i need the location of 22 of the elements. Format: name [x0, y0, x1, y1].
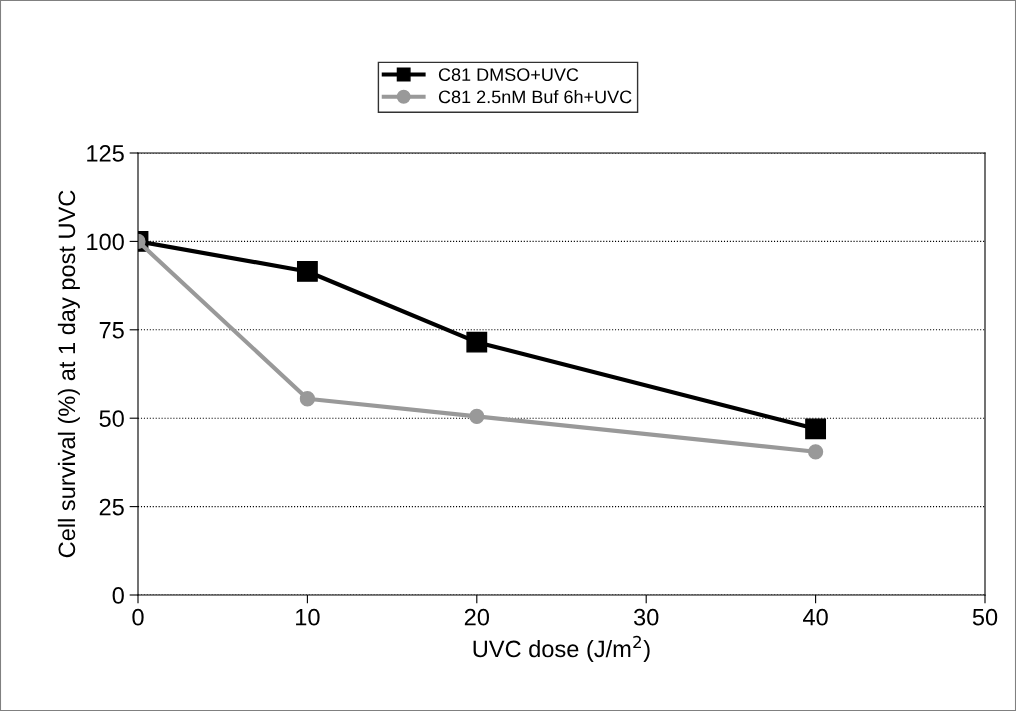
legend-label: C81 DMSO+UVC [438, 68, 579, 82]
y-tick-label: 75 [99, 322, 124, 339]
y-axis-title: Cell survival (%) at 1 day post UVC [57, 190, 80, 558]
point [469, 408, 485, 425]
point [296, 261, 318, 282]
y-tick-label: 125 [87, 145, 124, 162]
y-tick-label: 50 [99, 410, 124, 427]
x-axis-title: UVC dose (J/m$^{2}$) [473, 635, 650, 662]
x-tick-label: 50 [972, 608, 998, 626]
legend-label: C81 2.5nM Buf 6h+UVC [438, 90, 632, 104]
x-tick-label: 0 [132, 608, 144, 626]
y-tick-label: 100 [87, 233, 124, 251]
x-tick-label: 10 [296, 608, 320, 626]
point [807, 444, 824, 460]
point [299, 391, 316, 407]
y-tick-label: 0 [112, 587, 124, 604]
x-tick-label: 40 [803, 608, 828, 626]
y-tick-label: 25 [99, 498, 124, 516]
x-tick-label: 20 [464, 608, 490, 626]
point [466, 331, 488, 353]
x-tick-label: 30 [633, 608, 659, 626]
point [805, 418, 827, 440]
